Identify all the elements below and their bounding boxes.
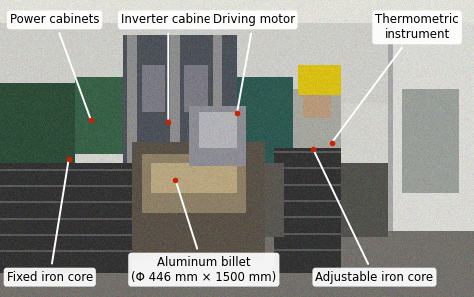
Text: Adjustable iron core: Adjustable iron core [314,151,434,284]
Text: Power cabinets: Power cabinets [10,13,99,118]
Text: Driving motor: Driving motor [212,13,295,110]
Text: Inverter cabinet: Inverter cabinet [121,13,216,119]
Text: Aluminum billet
(Φ 446 mm × 1500 mm): Aluminum billet (Φ 446 mm × 1500 mm) [131,182,276,284]
Text: Thermometric
instrument: Thermometric instrument [333,13,459,140]
Text: Fixed iron core: Fixed iron core [7,162,93,284]
